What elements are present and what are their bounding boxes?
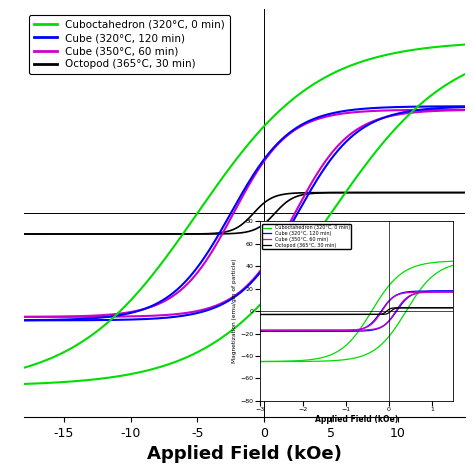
X-axis label: Applied Field (kOe): Applied Field (kOe)	[146, 446, 342, 464]
Legend: Cuboctahedron (320°C, 0 min), Cube (320°C, 120 min), Cube (350°C, 60 min), Octop: Cuboctahedron (320°C, 0 min), Cube (320°…	[29, 15, 230, 74]
